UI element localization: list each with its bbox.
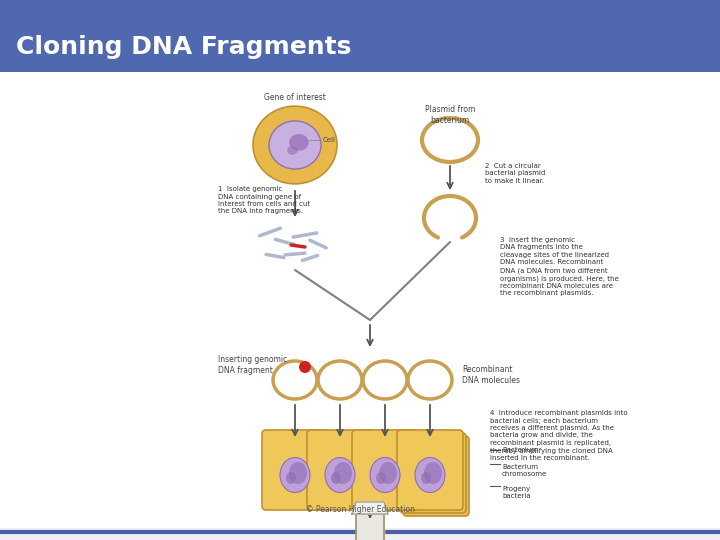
FancyBboxPatch shape: [307, 430, 373, 510]
FancyBboxPatch shape: [403, 436, 469, 516]
Text: Bacterium
chromosome: Bacterium chromosome: [502, 464, 547, 477]
Ellipse shape: [421, 472, 431, 484]
Ellipse shape: [286, 472, 296, 484]
Ellipse shape: [331, 472, 341, 484]
Text: 1  Isolate genomic
DNA containing gene of
interest from cells and cut
the DNA in: 1 Isolate genomic DNA containing gene of…: [218, 186, 310, 214]
Text: Cell: Cell: [323, 137, 336, 143]
Ellipse shape: [269, 121, 321, 169]
Text: Inserting genomic
DNA fragment: Inserting genomic DNA fragment: [218, 355, 287, 375]
Ellipse shape: [289, 462, 307, 484]
Polygon shape: [352, 502, 388, 514]
Ellipse shape: [424, 462, 442, 484]
Ellipse shape: [415, 457, 445, 492]
Text: 3  Insert the genomic
DNA fragments into the
cleavage sites of the linearized
DN: 3 Insert the genomic DNA fragments into …: [500, 237, 618, 296]
FancyBboxPatch shape: [352, 430, 418, 510]
Ellipse shape: [280, 457, 310, 492]
Text: © Pearson Higher Education: © Pearson Higher Education: [305, 505, 415, 514]
Ellipse shape: [334, 462, 352, 484]
Bar: [0, 72, 720, 528]
Text: 4  Introduce recombinant plasmids into
bacterial cells; each bacterium
receives : 4 Introduce recombinant plasmids into ba…: [490, 410, 628, 461]
Ellipse shape: [325, 457, 355, 492]
Text: Gene of interest: Gene of interest: [264, 93, 326, 102]
Ellipse shape: [287, 146, 297, 155]
Text: Cloning DNA Fragments: Cloning DNA Fragments: [16, 35, 351, 59]
Ellipse shape: [253, 106, 337, 184]
Polygon shape: [356, 514, 384, 540]
Ellipse shape: [370, 457, 400, 492]
FancyBboxPatch shape: [262, 430, 328, 510]
Ellipse shape: [379, 462, 397, 484]
Text: Plasmid from
bacterium: Plasmid from bacterium: [425, 105, 475, 125]
Ellipse shape: [289, 134, 309, 151]
Ellipse shape: [376, 472, 386, 484]
Text: 2  Cut a circular
bacterial plasmid
to make it linear.: 2 Cut a circular bacterial plasmid to ma…: [485, 163, 545, 184]
Circle shape: [299, 361, 311, 373]
Bar: [0, 0, 720, 72]
FancyBboxPatch shape: [400, 433, 466, 513]
Text: Recombinant
DNA molecules: Recombinant DNA molecules: [462, 365, 520, 385]
Text: Bacterium: Bacterium: [502, 447, 538, 453]
Text: Progeny
bacteria: Progeny bacteria: [502, 486, 531, 500]
FancyBboxPatch shape: [397, 430, 463, 510]
